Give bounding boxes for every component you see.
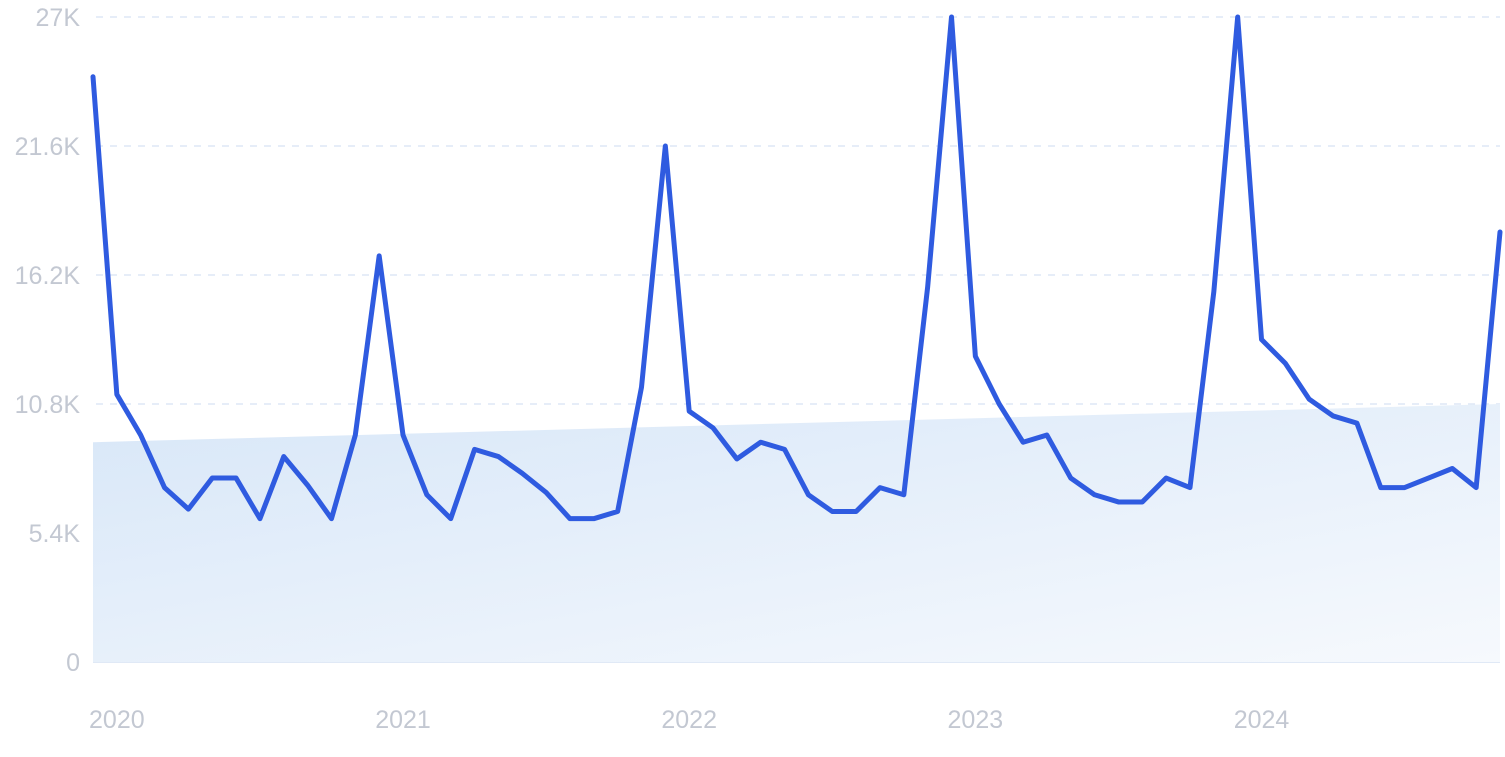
data-point	[567, 516, 572, 521]
data-point	[329, 516, 334, 521]
data-point	[1235, 15, 1240, 20]
data-point	[401, 433, 406, 438]
data-point	[1498, 230, 1503, 235]
y-tick-label: 27K	[36, 4, 81, 32]
data-point	[114, 392, 119, 397]
x-tick-label: 2024	[1234, 706, 1290, 734]
data-point	[925, 284, 930, 289]
data-point	[1354, 421, 1359, 426]
data-point	[973, 354, 978, 359]
data-point	[1044, 433, 1049, 438]
trend-area	[93, 404, 1500, 662]
series-line	[90, 14, 1503, 522]
data-point	[1426, 476, 1431, 481]
data-point	[758, 440, 763, 445]
data-point	[782, 447, 787, 452]
data-point	[1474, 485, 1479, 490]
data-point	[997, 402, 1002, 407]
data-point	[1450, 466, 1455, 471]
data-point	[1116, 499, 1121, 504]
data-point	[901, 492, 906, 497]
data-point	[448, 516, 453, 521]
data-point	[711, 425, 716, 430]
y-tick-label: 16.2K	[15, 262, 81, 290]
data-point	[138, 433, 143, 438]
data-point	[663, 144, 668, 149]
data-point	[830, 509, 835, 514]
data-point	[424, 492, 429, 497]
data-point	[734, 456, 739, 461]
data-point	[234, 476, 239, 481]
data-point	[305, 483, 310, 488]
data-point	[1068, 476, 1073, 481]
data-point	[877, 485, 882, 490]
data-point	[1021, 440, 1026, 445]
data-point	[1402, 485, 1407, 490]
data-point	[1307, 397, 1312, 402]
data-point	[1378, 485, 1383, 490]
data-point	[1140, 499, 1145, 504]
data-point	[210, 476, 215, 481]
data-point	[162, 485, 167, 490]
data-point	[806, 492, 811, 497]
data-point	[544, 490, 549, 495]
data-point	[472, 447, 477, 452]
x-tick-label: 2020	[89, 706, 145, 734]
data-point	[1187, 485, 1192, 490]
y-tick-label: 0	[66, 649, 80, 677]
data-point	[1164, 476, 1169, 481]
data-point	[377, 253, 382, 258]
data-point	[353, 433, 358, 438]
data-point	[496, 454, 501, 459]
y-tick-label: 10.8K	[15, 391, 81, 419]
data-point	[854, 509, 859, 514]
data-point	[281, 454, 286, 459]
data-point	[1331, 413, 1336, 418]
data-point	[1211, 289, 1216, 294]
x-tick-label: 2021	[375, 706, 431, 734]
data-point	[91, 74, 96, 79]
data-point	[687, 409, 692, 414]
y-axis-ticks: 0 5.4K 10.8K 16.2K 21.6K 27K	[15, 4, 81, 677]
data-point	[639, 385, 644, 390]
data-point	[186, 507, 191, 512]
data-point	[615, 509, 620, 514]
x-tick-label: 2023	[948, 706, 1004, 734]
data-point	[1283, 361, 1288, 366]
data-point	[257, 516, 262, 521]
data-point	[1259, 337, 1264, 342]
y-tick-label: 21.6K	[15, 133, 81, 161]
x-tick-label: 2022	[661, 706, 717, 734]
data-point	[949, 15, 954, 20]
x-axis-ticks: 2020 2021 2022 2023 2024	[89, 706, 1289, 734]
data-point	[591, 516, 596, 521]
y-tick-label: 5.4K	[29, 520, 81, 548]
data-point	[520, 471, 525, 476]
data-point	[1092, 492, 1097, 497]
